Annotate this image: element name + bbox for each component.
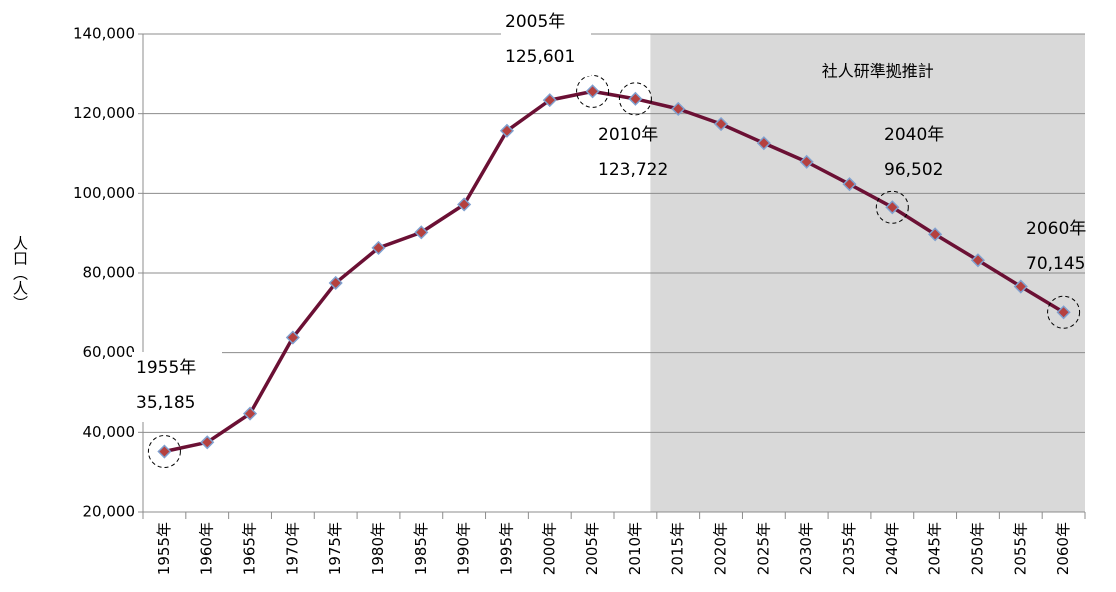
y-tick-label: 40,000 (83, 423, 136, 441)
marker (414, 225, 429, 240)
x-tick-label: 1990年 (455, 522, 473, 575)
marker (1056, 305, 1071, 320)
marker (285, 330, 300, 345)
callout-value: 96,502 (884, 160, 943, 180)
marker (200, 435, 215, 450)
x-tick-label: 2005年 (583, 522, 601, 575)
marker (585, 84, 600, 99)
marker (756, 136, 771, 151)
callout-circle (618, 82, 652, 116)
x-tick-label: 2030年 (797, 522, 815, 575)
x-tick-label: 2000年 (540, 522, 558, 575)
x-tick-label: 1955年 (155, 522, 173, 575)
callout-year: 2005年 (505, 12, 565, 32)
x-tick-label: 2020年 (712, 522, 730, 575)
marker (371, 240, 386, 255)
x-tick-label: 2040年 (883, 522, 901, 575)
callout-year: 2060年 (1026, 219, 1086, 239)
marker (842, 177, 857, 192)
x-tick-label: 2015年 (669, 522, 687, 575)
callout-circle (875, 190, 909, 224)
x-tick-label: 1965年 (241, 522, 259, 575)
callout-circle (576, 74, 610, 108)
data-line (164, 89, 1065, 454)
marker (242, 406, 258, 421)
callout-value: 70,145 (1026, 254, 1085, 274)
x-tick-label: 1970年 (283, 522, 301, 575)
y-tick-label: 20,000 (83, 503, 136, 521)
y-axis-label: 人口（人） (11, 236, 29, 311)
callout-circle (1047, 295, 1081, 329)
callout-value: 123,722 (598, 160, 668, 180)
y-tick-label: 120,000 (73, 104, 135, 122)
marker (499, 123, 515, 138)
forecast-region-label: 社人研準拠推計 (822, 62, 934, 81)
x-tick-label: 1985年 (412, 522, 430, 575)
callout-value: 125,601 (505, 47, 575, 67)
x-tick-label: 1980年 (369, 522, 387, 575)
marker (157, 444, 172, 459)
callout-value: 35,185 (136, 393, 195, 413)
x-tick-label: 1995年 (497, 522, 515, 575)
callout-year: 2040年 (884, 125, 944, 145)
marker (1013, 279, 1028, 294)
marker (799, 154, 814, 169)
x-tick-label: 2060年 (1054, 522, 1072, 575)
callout-bg (501, 6, 591, 76)
y-tick-label: 80,000 (83, 264, 136, 282)
callout-circle (147, 435, 181, 469)
callout-year: 2010年 (598, 125, 658, 145)
x-tick-label: 2025年 (754, 522, 772, 575)
y-tick-label: 60,000 (83, 343, 136, 361)
x-tick-label: 1975年 (326, 522, 344, 575)
x-tick-label: 2045年 (926, 522, 944, 575)
marker (713, 116, 729, 132)
x-tick-label: 2050年 (968, 522, 986, 575)
y-tick-label: 100,000 (73, 184, 135, 202)
marker (628, 91, 643, 106)
marker (542, 93, 557, 108)
marker (970, 253, 986, 268)
callout-bg (132, 352, 222, 422)
y-tick-label: 140,000 (73, 25, 135, 43)
x-tick-label: 2010年 (626, 522, 644, 575)
marker (928, 227, 943, 242)
callout-year: 1955年 (136, 358, 196, 378)
marker (885, 200, 900, 215)
x-tick-label: 2055年 (1011, 522, 1029, 575)
marker (457, 197, 472, 212)
marker (671, 101, 686, 116)
x-tick-label: 2035年 (840, 522, 858, 575)
x-tick-label: 1960年 (198, 522, 216, 575)
marker (328, 275, 343, 291)
